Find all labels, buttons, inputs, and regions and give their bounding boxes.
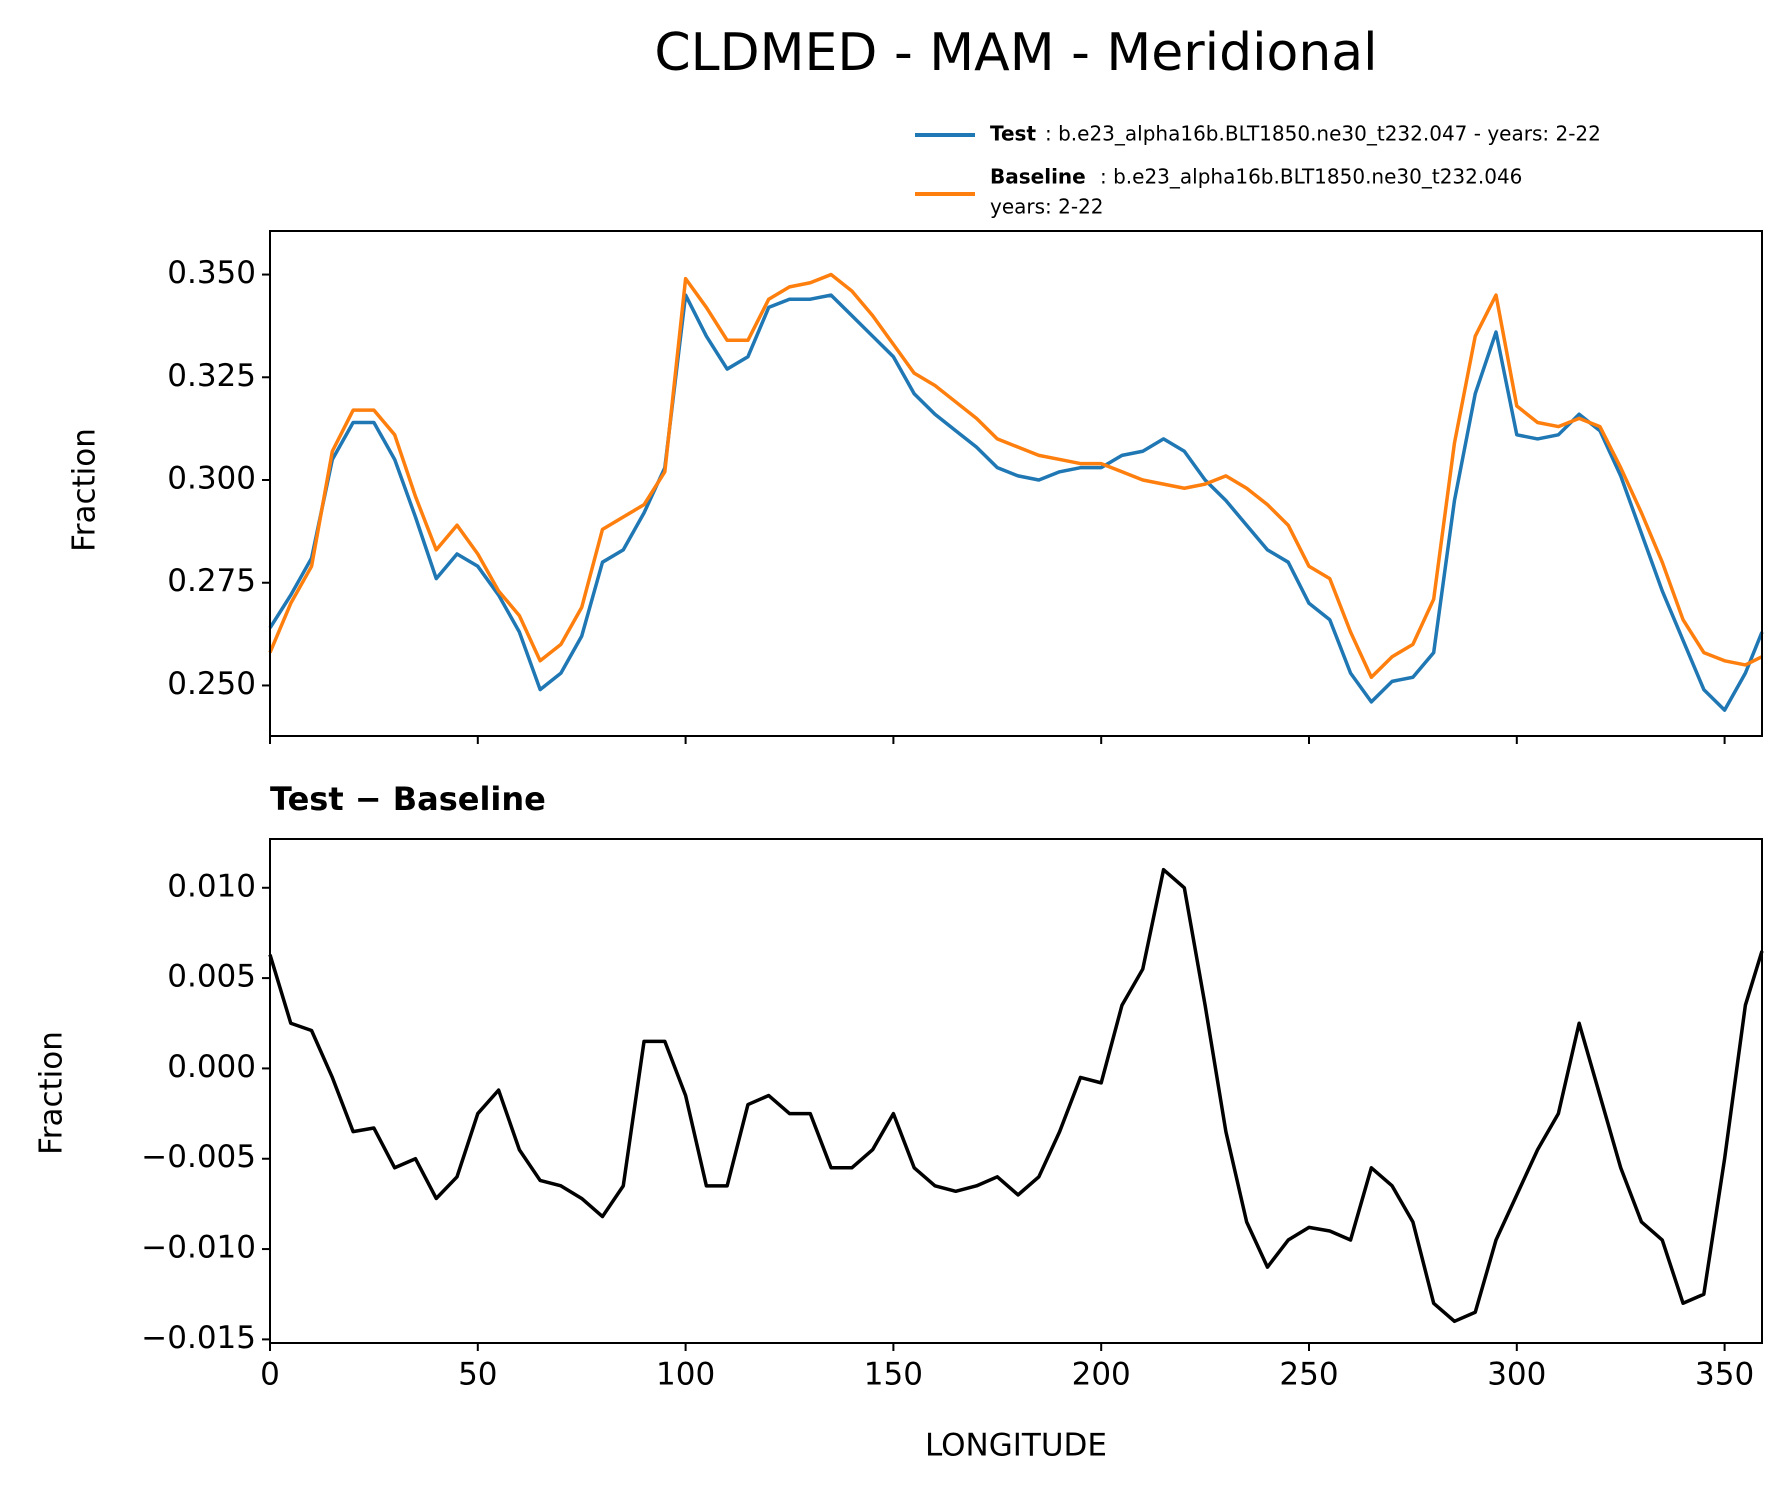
data-line <box>268 272 1763 679</box>
legend-label: : b.e23_alpha16b.BLT1850.ne30_t232.047 -… <box>1045 122 1601 146</box>
y-tick-label: 0.275 <box>167 563 256 599</box>
x-tick-label: 0 <box>260 1357 280 1393</box>
y-tick-label: 0.010 <box>167 868 256 904</box>
x-axis-label: LONGITUDE <box>925 1428 1107 1464</box>
y-tick-label: 0.350 <box>167 255 256 291</box>
legend-label: years: 2-22 <box>990 195 1104 219</box>
data-line <box>268 867 1764 1324</box>
legend-name: Baseline <box>990 165 1086 189</box>
y-tick-label: −0.005 <box>141 1139 256 1175</box>
axes-frame <box>269 838 1763 1344</box>
y-axis-label: Fraction <box>34 1031 70 1155</box>
y-tick-label: 0.000 <box>167 1049 256 1085</box>
y-tick-label: −0.015 <box>141 1320 256 1356</box>
y-tick-label: 0.005 <box>167 959 256 995</box>
x-tick-label: 300 <box>1487 1357 1546 1393</box>
y-tick-label: 0.250 <box>167 666 256 702</box>
panel-title: Test − Baseline <box>270 780 546 818</box>
figure-title: CLDMED - MAM - Meridional <box>654 23 1377 83</box>
x-tick-label: 100 <box>656 1357 715 1393</box>
axes-frame <box>269 230 1763 737</box>
y-tick-label: 0.325 <box>167 358 256 394</box>
legend-label: : b.e23_alpha16b.BLT1850.ne30_t232.046 <box>1100 165 1522 189</box>
x-tick-label: 250 <box>1279 1357 1338 1393</box>
x-tick-label: 350 <box>1695 1357 1754 1393</box>
data-line <box>268 293 1764 712</box>
y-tick-label: 0.300 <box>167 461 256 497</box>
y-tick-label: −0.010 <box>141 1230 256 1266</box>
x-tick-label: 150 <box>864 1357 923 1393</box>
x-tick-label: 200 <box>1072 1357 1131 1393</box>
legend-name: Test <box>990 122 1036 146</box>
y-axis-label: Fraction <box>67 428 103 552</box>
x-tick-label: 50 <box>458 1357 497 1393</box>
